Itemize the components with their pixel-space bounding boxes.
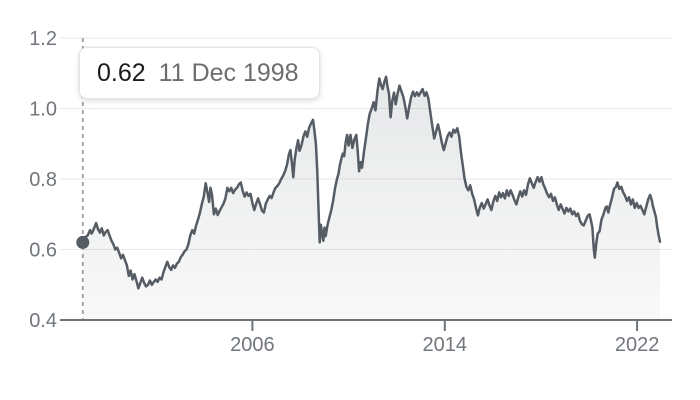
x-tick-labels: 2006 2014 2022 [230, 334, 659, 356]
x-tick-label: 2014 [423, 334, 468, 356]
marker-dot [76, 235, 90, 249]
x-axis-ticks [251, 320, 639, 331]
series-area [82, 76, 661, 320]
tooltip: 0.62 11 Dec 1998 [79, 47, 320, 99]
tooltip-date: 11 Dec 1998 [158, 58, 299, 87]
y-tick-label: 1.2 [29, 28, 57, 50]
tooltip-value: 0.62 [97, 58, 146, 87]
y-tick-label: 0.4 [29, 310, 57, 332]
y-tick-label: 0.8 [29, 169, 57, 191]
x-tick-label: 2006 [230, 334, 275, 356]
x-tick-label: 2022 [615, 334, 660, 356]
y-tick-label: 1.0 [29, 99, 57, 121]
series-line [81, 75, 662, 290]
y-tick-label: 0.6 [29, 240, 57, 262]
y-tick-labels: 0.4 0.6 0.8 1.0 1.2 [29, 28, 57, 332]
